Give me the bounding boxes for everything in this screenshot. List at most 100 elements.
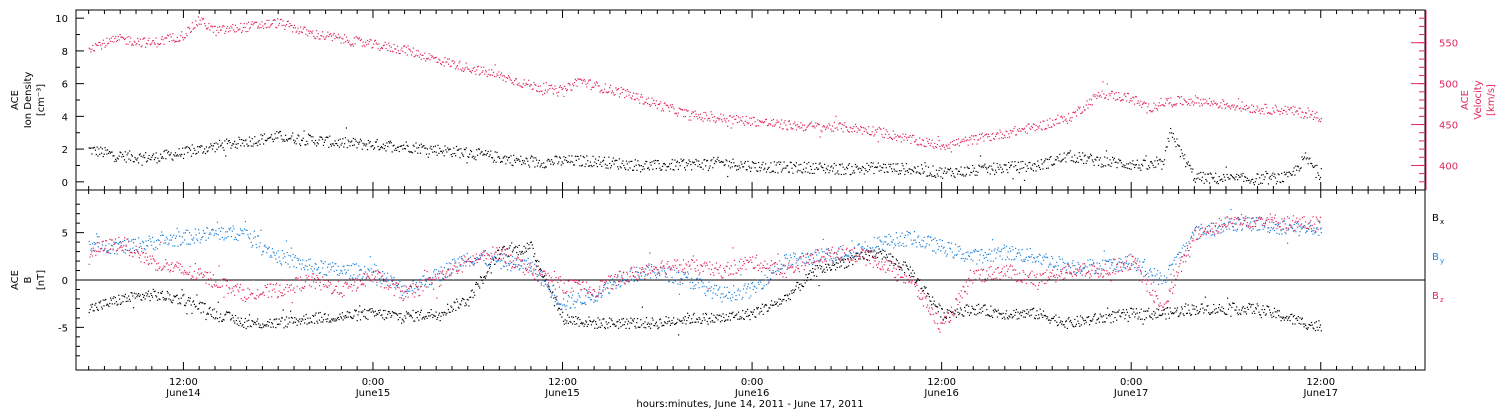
density-point xyxy=(377,145,379,148)
velocity-point xyxy=(798,125,800,127)
velocity-point xyxy=(94,43,96,45)
bx-point xyxy=(243,326,245,328)
bx-point xyxy=(364,308,366,310)
bx-point xyxy=(226,311,228,314)
velocity-point xyxy=(1231,104,1233,106)
velocity-point xyxy=(704,118,706,120)
density-point xyxy=(563,156,565,158)
velocity-point xyxy=(1162,104,1164,106)
bx-point xyxy=(515,245,517,247)
bx-point xyxy=(637,326,639,328)
by-point xyxy=(455,262,457,264)
bx-point xyxy=(1112,311,1114,313)
velocity-point xyxy=(801,127,803,129)
bx-point xyxy=(530,241,532,244)
bx-point xyxy=(635,327,637,329)
velocity-point xyxy=(1026,132,1028,134)
bx-point xyxy=(88,311,90,314)
velocity-point xyxy=(1232,106,1234,108)
by-point xyxy=(381,283,383,285)
density-point xyxy=(1018,172,1020,174)
bx-point xyxy=(705,312,707,314)
velocity-point xyxy=(1224,107,1226,109)
velocity-point xyxy=(99,41,101,44)
bx-point xyxy=(156,296,158,298)
by-point xyxy=(284,256,286,258)
velocity-point xyxy=(284,28,286,30)
density-point xyxy=(854,163,857,166)
by-point xyxy=(182,241,184,243)
density-point xyxy=(1155,166,1157,168)
density-point xyxy=(278,132,280,134)
velocity-point xyxy=(1142,102,1144,104)
velocity-point xyxy=(908,136,910,138)
density-point xyxy=(917,165,919,168)
density-point xyxy=(1038,166,1041,169)
bx-point xyxy=(538,260,540,263)
density-point xyxy=(937,175,939,177)
by-point xyxy=(446,262,448,265)
density-point xyxy=(482,154,484,156)
density-point xyxy=(970,171,972,173)
bx-point xyxy=(696,318,699,320)
bx-point xyxy=(1306,328,1308,330)
velocity-point xyxy=(323,38,325,40)
by-point xyxy=(195,234,197,236)
bx-point xyxy=(793,292,795,294)
density-point xyxy=(471,156,473,158)
density-point xyxy=(604,163,606,165)
velocity-point xyxy=(306,29,308,31)
density-point xyxy=(210,143,212,145)
bx-point xyxy=(968,305,970,307)
bx-point xyxy=(599,326,602,328)
density-point xyxy=(1072,160,1074,162)
by-point xyxy=(282,257,284,259)
velocity-point xyxy=(114,37,116,40)
density-point xyxy=(403,147,406,150)
velocity-point xyxy=(1163,105,1165,107)
velocity-point xyxy=(582,80,584,82)
bx-point xyxy=(377,313,379,315)
bx-point xyxy=(1236,306,1238,308)
density-point xyxy=(896,170,898,172)
density-point xyxy=(1262,174,1264,176)
density-point xyxy=(621,162,623,164)
bx-point xyxy=(1162,309,1165,311)
bx-point xyxy=(280,320,282,322)
density-point xyxy=(763,169,765,171)
by-point xyxy=(354,277,357,279)
density-point xyxy=(366,149,369,151)
bx-point xyxy=(942,318,944,320)
bx-point xyxy=(511,242,513,244)
velocity-point xyxy=(1305,112,1307,114)
density-point xyxy=(1112,159,1115,161)
density-point xyxy=(179,154,181,156)
by-point xyxy=(474,263,476,265)
velocity-point xyxy=(1264,103,1266,105)
bx-point xyxy=(262,326,265,328)
bx-point xyxy=(528,244,530,246)
velocity-point xyxy=(113,41,115,43)
density-point xyxy=(669,163,671,165)
velocity-point xyxy=(242,27,244,29)
velocity-point xyxy=(935,145,937,148)
density-point xyxy=(547,158,549,160)
bx-point xyxy=(562,320,565,322)
velocity-point xyxy=(869,134,871,136)
velocity-point xyxy=(371,47,373,49)
velocity-point xyxy=(980,133,982,136)
bx-point xyxy=(244,317,246,320)
bx-point xyxy=(227,311,229,313)
density-point xyxy=(565,157,567,159)
density-point xyxy=(1110,165,1112,167)
velocity-point xyxy=(361,45,363,47)
density-point xyxy=(1214,180,1216,182)
density-point xyxy=(913,166,916,168)
velocity-point xyxy=(212,31,214,33)
by-point xyxy=(185,229,187,231)
bx-point xyxy=(1027,313,1029,315)
by-point xyxy=(412,280,414,282)
bx-point xyxy=(1181,308,1183,310)
density-point xyxy=(182,157,185,159)
density-point xyxy=(327,137,329,139)
